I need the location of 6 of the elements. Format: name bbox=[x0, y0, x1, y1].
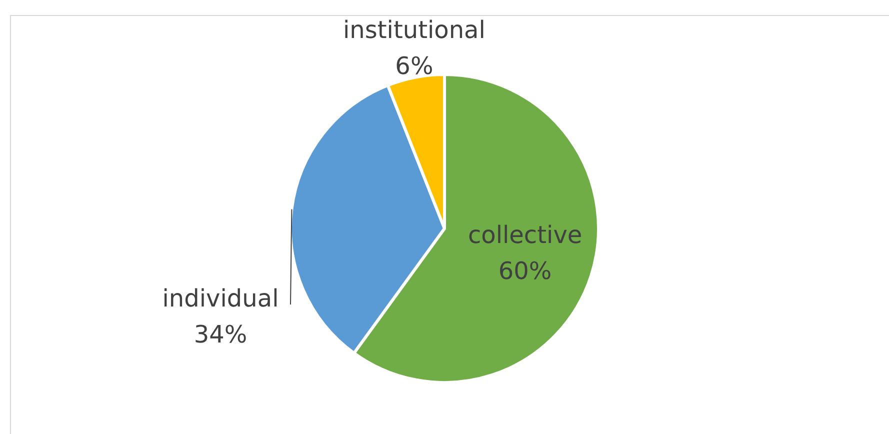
slice-label: institutional bbox=[342, 16, 486, 44]
slice-label: collective bbox=[468, 220, 582, 249]
data-label: 60% bbox=[498, 256, 552, 285]
data-label: 34% bbox=[194, 320, 248, 349]
slice-label: individual bbox=[162, 284, 279, 313]
data-label: 6% bbox=[395, 52, 434, 80]
